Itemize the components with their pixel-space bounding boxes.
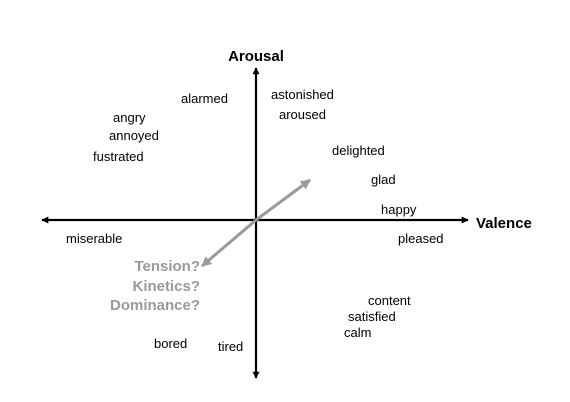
emotion-label-angry: angry	[113, 110, 146, 125]
emotion-label-alarmed: alarmed	[181, 91, 228, 106]
emotion-label-fustrated: fustrated	[93, 149, 144, 164]
emotion-label-bored: bored	[154, 336, 187, 351]
emotion-label-calm: calm	[344, 325, 371, 340]
extra-dimension-axis-arrow-negative	[201, 218, 257, 268]
extra-dimension-axis-arrow	[255, 178, 311, 222]
emotion-label-satisfied: satisfied	[348, 309, 396, 324]
valence-axis-label: Valence	[476, 215, 532, 232]
emotion-label-glad: glad	[371, 172, 396, 187]
emotion-label-tired: tired	[218, 339, 243, 354]
arousal-axis-label: Arousal	[228, 48, 284, 65]
emotion-label-aroused: aroused	[279, 107, 326, 122]
tension-question-label: Tension?	[134, 258, 200, 275]
dominance-question-label: Dominance?	[110, 297, 200, 314]
emotion-label-happy: happy	[381, 202, 417, 217]
emotion-label-delighted: delighted	[332, 143, 385, 158]
emotion-label-pleased: pleased	[398, 231, 444, 246]
emotion-label-miserable: miserable	[66, 231, 122, 246]
kinetics-question-label: Kinetics?	[132, 278, 200, 295]
emotion-label-astonished: astonished	[271, 87, 334, 102]
emotion-label-annoyed: annoyed	[109, 128, 159, 143]
emotion-label-content: content	[368, 293, 411, 308]
